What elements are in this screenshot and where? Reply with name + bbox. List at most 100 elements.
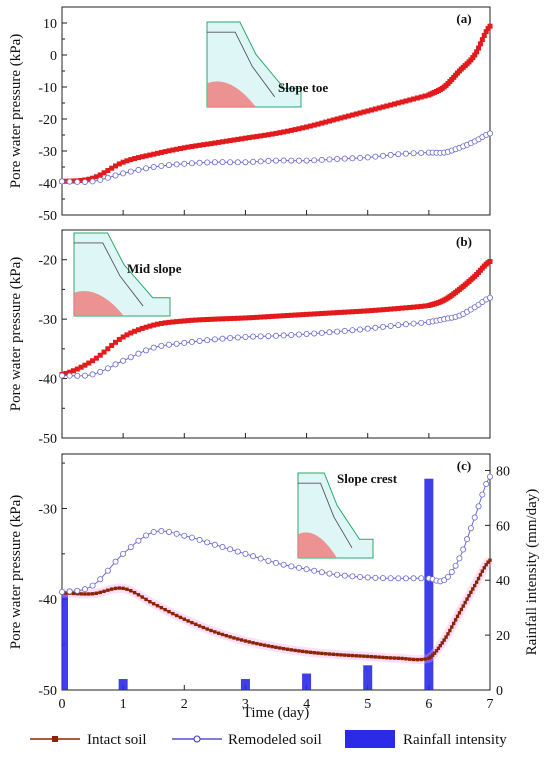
data-point-intact xyxy=(86,360,92,366)
data-point-intact xyxy=(470,55,476,61)
data-point-intact xyxy=(132,156,138,162)
y2-axis-label: Rainfall intensity (mm/day) xyxy=(524,489,540,656)
data-point-intact xyxy=(105,346,111,352)
data-point-intact xyxy=(258,133,264,139)
data-point-intact xyxy=(213,630,217,634)
data-point-intact xyxy=(284,128,290,134)
data-point-remodeled xyxy=(265,333,272,340)
x-tick-label: 0 xyxy=(59,697,66,712)
data-point-remodeled xyxy=(349,155,356,162)
data-point-intact xyxy=(486,560,490,564)
data-point-intact xyxy=(266,644,271,648)
data-point-intact xyxy=(78,364,84,370)
data-point-intact xyxy=(259,642,263,647)
data-point-remodeled xyxy=(120,357,127,364)
data-point-intact xyxy=(139,154,145,160)
data-point-intact xyxy=(216,139,222,145)
data-point-intact xyxy=(193,317,199,323)
data-point-intact xyxy=(190,620,194,625)
data-point-remodeled xyxy=(448,568,455,575)
data-point-intact xyxy=(250,315,256,321)
data-point-remodeled xyxy=(265,557,272,564)
data-point-intact xyxy=(312,651,316,655)
data-point-remodeled xyxy=(444,573,451,580)
data-point-intact xyxy=(369,654,374,659)
data-point-intact xyxy=(455,614,460,619)
data-point-intact xyxy=(440,641,444,645)
data-point-intact xyxy=(231,137,237,143)
data-point-intact xyxy=(132,328,138,334)
inset-annotation: Slope toe xyxy=(278,80,328,95)
data-point-remodeled xyxy=(135,166,142,173)
data-point-intact xyxy=(232,636,236,640)
data-point-remodeled xyxy=(242,333,249,340)
data-point-remodeled xyxy=(173,340,180,347)
data-point-intact xyxy=(346,653,351,658)
data-point-remodeled xyxy=(311,567,318,574)
panel-c: -50 -40 -30 0 1 2 3 4 5 6 7 Pore water pressure (kP… xyxy=(8,453,540,712)
data-point-intact xyxy=(162,149,168,155)
data-point-remodeled xyxy=(318,329,325,336)
data-point-intact xyxy=(135,327,141,333)
data-point-intact xyxy=(304,311,310,317)
data-point-intact xyxy=(209,628,213,633)
data-point-remodeled xyxy=(66,588,73,595)
data-point-remodeled xyxy=(158,528,165,535)
data-point-intact xyxy=(399,305,405,311)
data-point-remodeled xyxy=(196,337,203,344)
data-point-intact xyxy=(442,638,446,642)
data-point-intact xyxy=(277,313,283,319)
data-point-intact xyxy=(463,600,467,605)
data-point-intact xyxy=(90,358,96,364)
data-point-intact xyxy=(120,159,126,165)
data-point-intact xyxy=(361,308,367,314)
data-point-remodeled xyxy=(288,331,295,338)
data-point-intact xyxy=(407,97,413,103)
data-point-intact xyxy=(285,647,290,651)
data-point-remodeled xyxy=(104,174,111,181)
data-point-intact xyxy=(71,591,76,596)
data-point-intact xyxy=(270,644,274,649)
data-point-intact xyxy=(334,310,340,316)
y2-tick-label: 20 xyxy=(496,629,510,644)
data-point-intact xyxy=(419,657,423,662)
data-point-intact xyxy=(292,312,298,318)
data-point-intact xyxy=(197,624,202,628)
soil-zone xyxy=(74,291,124,316)
data-point-intact xyxy=(265,314,271,320)
data-point-intact xyxy=(97,172,103,178)
data-point-intact xyxy=(488,558,492,562)
data-point-intact xyxy=(369,107,375,113)
data-point-intact xyxy=(227,138,233,144)
data-point-intact xyxy=(418,303,424,309)
data-point-intact xyxy=(408,657,412,661)
data-point-intact xyxy=(242,135,248,141)
data-point-intact xyxy=(293,648,297,653)
data-point-remodeled xyxy=(486,473,493,480)
plot-frame xyxy=(61,6,491,216)
data-point-intact xyxy=(320,651,324,656)
legend-intact-marker xyxy=(52,736,58,742)
data-point-intact xyxy=(418,94,424,100)
data-point-intact xyxy=(414,304,420,310)
data-point-remodeled xyxy=(288,563,295,570)
data-point-intact xyxy=(174,319,180,325)
data-point-intact xyxy=(151,322,157,328)
slope-inset xyxy=(297,472,374,559)
data-point-intact xyxy=(170,319,176,325)
data-point-intact xyxy=(465,597,469,601)
data-point-intact xyxy=(307,123,313,129)
data-point-remodeled xyxy=(81,178,88,185)
y-tick-label: -30 xyxy=(38,502,57,517)
data-point-intact xyxy=(63,370,69,376)
data-point-intact xyxy=(487,23,493,29)
y2-tick-label: 0 xyxy=(496,684,503,699)
data-point-remodeled xyxy=(288,157,295,164)
data-point-remodeled xyxy=(211,336,218,343)
data-point-remodeled xyxy=(250,553,257,560)
data-point-remodeled xyxy=(74,372,81,379)
data-point-remodeled xyxy=(120,550,127,557)
data-point-intact xyxy=(235,315,241,321)
data-point-remodeled xyxy=(364,154,371,161)
y-tick-label: -20 xyxy=(38,254,57,269)
